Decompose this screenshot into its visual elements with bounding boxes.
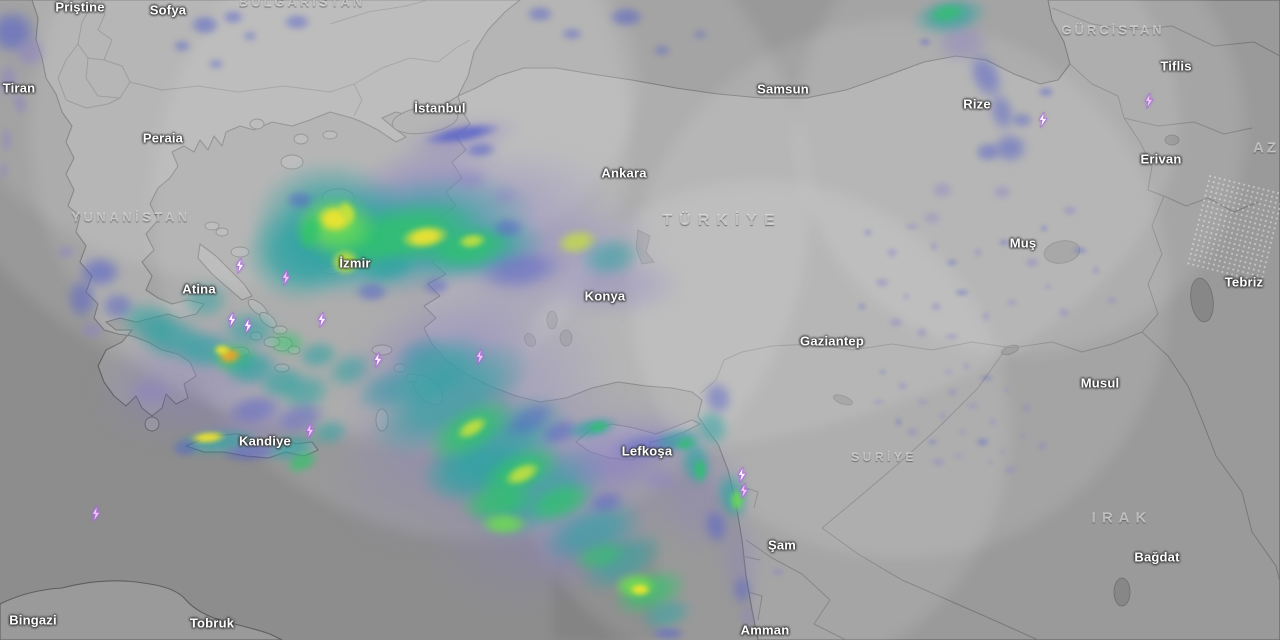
country-borders (57, 0, 1280, 640)
land-north-africa (0, 580, 283, 640)
